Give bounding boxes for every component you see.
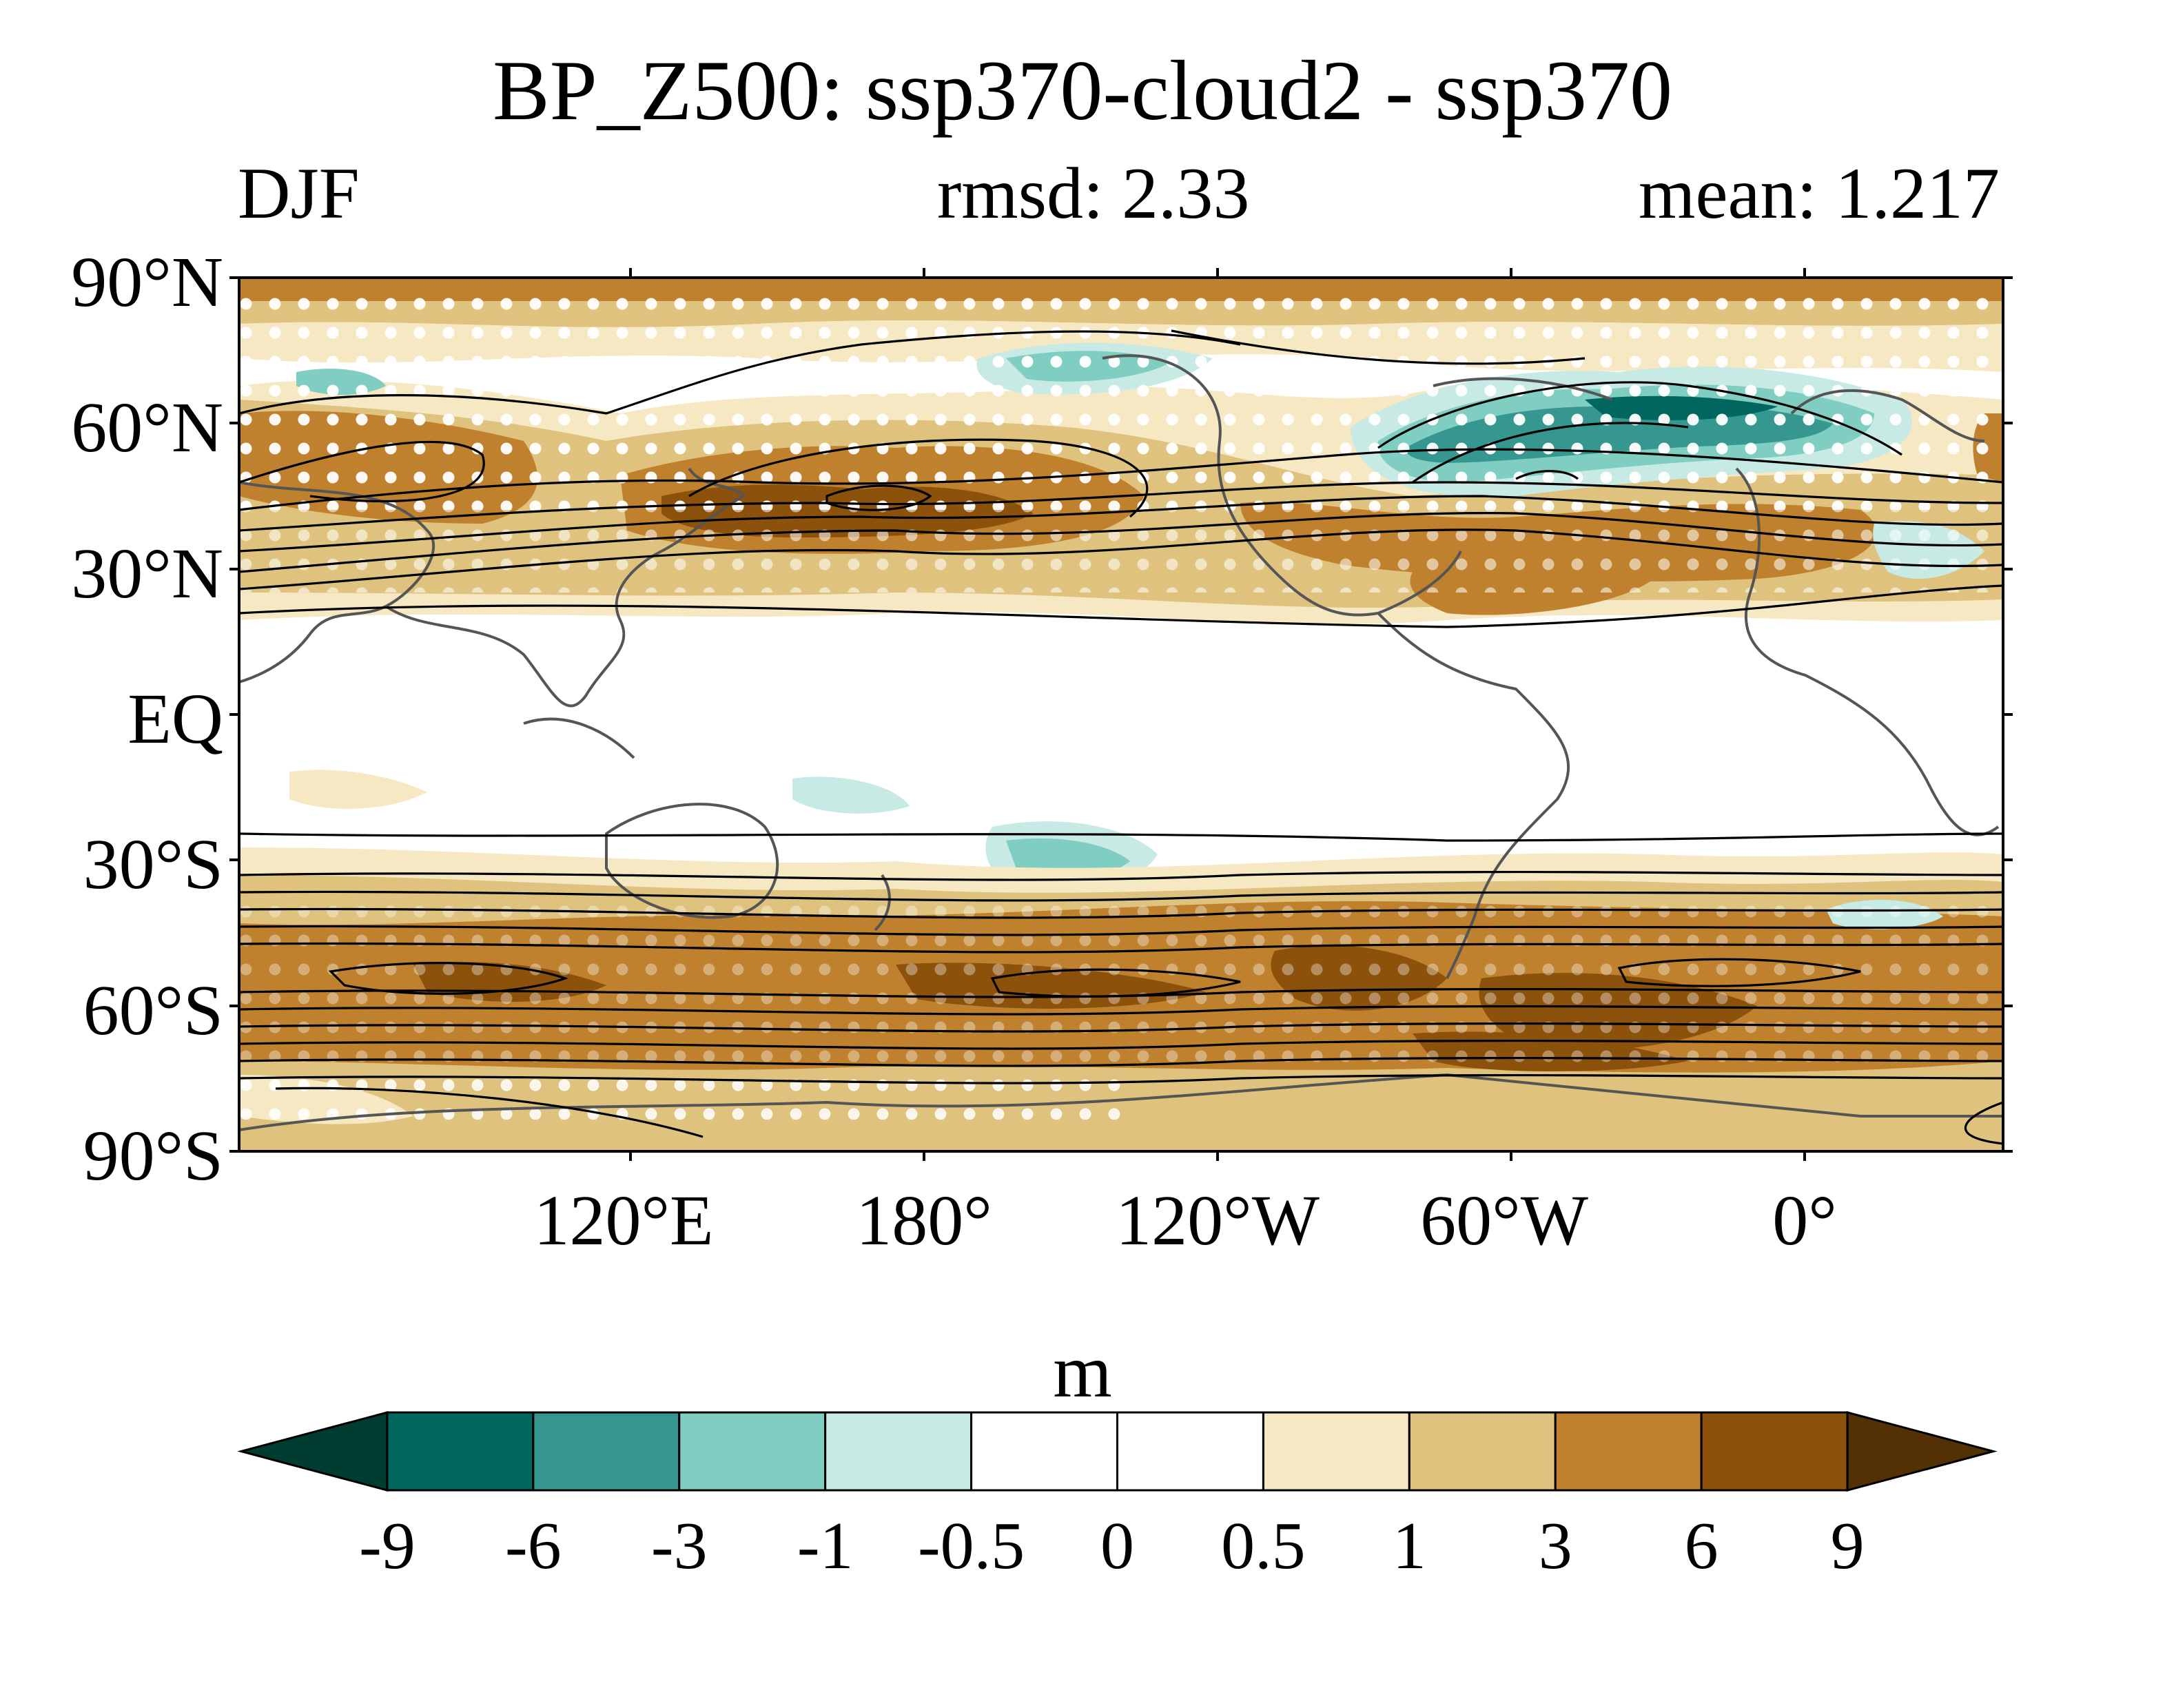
colorbar-swatch	[1700, 1411, 1849, 1492]
colorbar-tick-label: 9	[1830, 1509, 1865, 1583]
colorbar-swatch	[824, 1411, 973, 1492]
colorbar-tick-label: 6	[1684, 1509, 1718, 1583]
colorbar-swatch	[1554, 1411, 1703, 1492]
lat-label-90s: 90°S	[83, 1116, 223, 1195]
colorbar-tick-label: -0.5	[918, 1509, 1025, 1583]
colorbar-tick-label: -3	[650, 1509, 708, 1583]
colorbar-tick-label: 0	[1100, 1509, 1134, 1583]
colorbar-swatch	[1262, 1411, 1410, 1492]
lat-label-eq: EQ	[127, 679, 223, 759]
colorbar-swatch	[532, 1411, 681, 1492]
colorbar-swatch	[1116, 1411, 1264, 1492]
colorbar-swatch	[678, 1411, 827, 1492]
mean-label: mean: 1.217	[1639, 153, 2000, 234]
colorbar-tick-label: -1	[797, 1509, 854, 1583]
colorbar-swatch	[1408, 1411, 1557, 1492]
lat-label-60s: 60°S	[83, 971, 223, 1050]
lon-label-60w: 60°W	[1420, 1181, 1588, 1260]
colorbar-units: m	[1053, 1329, 1112, 1413]
lon-label-120e: 120°E	[533, 1181, 714, 1260]
map-title: BP_Z500: ssp370-cloud2 - ssp370	[493, 43, 1672, 138]
lat-label-90n: 90°N	[71, 243, 223, 322]
colorbar-tick-label: -9	[359, 1509, 415, 1583]
contour-lines	[239, 329, 2003, 1145]
lon-label-180: 180°	[856, 1181, 992, 1260]
colorbar-swatch	[1846, 1411, 1998, 1492]
season-label: DJF	[238, 153, 360, 234]
colorbar-tick-label: 0.5	[1221, 1509, 1306, 1583]
lon-label-120w: 120°W	[1116, 1181, 1320, 1260]
colorbar-swatch	[970, 1411, 1119, 1492]
colorbar	[237, 1411, 1998, 1492]
rmsd-label: rmsd: 2.33	[937, 153, 1250, 234]
colorbar-swatch	[237, 1411, 389, 1492]
axis-ticks	[229, 268, 2013, 1161]
colorbar-tick-label: -6	[505, 1509, 562, 1583]
lat-label-30s: 30°S	[83, 825, 223, 904]
colorbar-tick-label: 3	[1538, 1509, 1572, 1583]
lat-label-30n: 30°N	[71, 534, 223, 613]
colorbar-swatch	[386, 1411, 535, 1492]
map-field	[239, 278, 2003, 1151]
lon-label-0: 0°	[1772, 1181, 1837, 1260]
colorbar-tick-label: 1	[1392, 1509, 1426, 1583]
lat-label-60n: 60°N	[71, 388, 223, 467]
